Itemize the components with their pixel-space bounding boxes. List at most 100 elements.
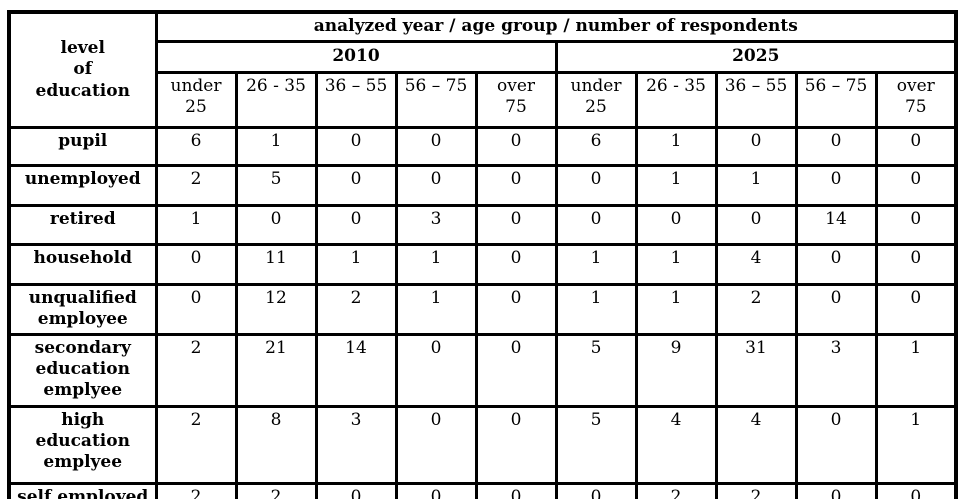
cell-value: 0 xyxy=(314,204,398,246)
age-group-header-2025-over75: over 75 xyxy=(874,71,958,129)
cell-value: 5 xyxy=(234,164,318,207)
table-header-row-age-groups: under 25 26 - 35 36 – 55 56 – 75 over 75… xyxy=(9,71,958,129)
cell-value: 0 xyxy=(474,126,558,167)
age-group-header-2025-under25: under 25 xyxy=(554,71,638,129)
cell-value: 1 xyxy=(394,243,478,286)
table-header-row-main: level of education analyzed year / age g… xyxy=(7,10,958,129)
cell-value: 1 xyxy=(154,204,238,246)
cell-value: 4 xyxy=(714,243,798,286)
cell-value: 3 xyxy=(314,404,398,485)
cell-value: 1 xyxy=(874,404,958,485)
cell-value: 4 xyxy=(634,404,718,485)
age-group-header-2025-36-55: 36 – 55 xyxy=(714,71,798,129)
cell-value: 0 xyxy=(394,164,478,207)
cell-value: 0 xyxy=(874,204,958,246)
cell-value: 0 xyxy=(554,164,638,207)
cell-value: 0 xyxy=(874,164,958,207)
cell-value: 0 xyxy=(314,164,398,207)
cell-value: 1 xyxy=(634,126,718,167)
cell-value: 1 xyxy=(634,283,718,336)
cell-value: 1 xyxy=(874,332,958,408)
cell-value: 11 xyxy=(234,243,318,286)
main-header: analyzed year / age group / number of re… xyxy=(154,10,958,43)
cell-value: 0 xyxy=(794,126,878,167)
cell-value: 0 xyxy=(474,204,558,246)
cell-value: 0 xyxy=(394,404,478,485)
cell-value: 2 xyxy=(154,332,238,408)
cell-value: 0 xyxy=(474,481,558,499)
table-row-self-employed: self employed 2 2 0 0 0 0 2 2 0 0 xyxy=(7,481,958,499)
cell-value: 2 xyxy=(714,283,798,336)
age-group-header-2010-26-35: 26 - 35 xyxy=(234,71,318,129)
education-respondents-table: level of education analyzed year / age g… xyxy=(7,10,959,499)
table-row-unqualified-employee: unqualified employee 0 12 2 1 0 1 1 2 0 … xyxy=(7,283,958,336)
table-header-row-years: 2010 2025 xyxy=(9,40,958,74)
cell-value: 2 xyxy=(634,481,718,499)
year-header-2025: 2025 xyxy=(554,40,958,74)
cell-value: 1 xyxy=(554,283,638,336)
cell-value: 2 xyxy=(154,481,238,499)
age-group-header-2010-56-75: 56 – 75 xyxy=(394,71,478,129)
cell-value: 6 xyxy=(554,126,638,167)
cell-value: 1 xyxy=(314,243,398,286)
age-group-header-2025-26-35: 26 - 35 xyxy=(634,71,718,129)
cell-value: 1 xyxy=(394,283,478,336)
cell-value: 0 xyxy=(154,243,238,286)
cell-value: 2 xyxy=(154,404,238,485)
age-group-header-2010-36-55: 36 – 55 xyxy=(314,71,398,129)
table-row-household: household 0 11 1 1 0 1 1 4 0 0 xyxy=(7,243,958,286)
cell-value: 3 xyxy=(794,332,878,408)
cell-value: 0 xyxy=(794,243,878,286)
cell-value: 0 xyxy=(874,283,958,336)
cell-value: 1 xyxy=(634,243,718,286)
cell-value: 1 xyxy=(554,243,638,286)
cell-value: 0 xyxy=(314,126,398,167)
corner-header-level-of-education: level of education xyxy=(7,10,158,129)
cell-value: 0 xyxy=(794,481,878,499)
cell-value: 1 xyxy=(234,126,318,167)
row-label: secondary education emplyee xyxy=(7,332,158,408)
cell-value: 0 xyxy=(474,404,558,485)
cell-value: 2 xyxy=(154,164,238,207)
cell-value: 0 xyxy=(794,283,878,336)
row-label: unemployed xyxy=(7,164,158,207)
cell-value: 31 xyxy=(714,332,798,408)
cell-value: 1 xyxy=(714,164,798,207)
year-header-2010: 2010 xyxy=(154,40,558,74)
cell-value: 0 xyxy=(634,204,718,246)
cell-value: 14 xyxy=(794,204,878,246)
cell-value: 2 xyxy=(714,481,798,499)
cell-value: 0 xyxy=(794,404,878,485)
table-row-unemployed: unemployed 2 5 0 0 0 0 1 1 0 0 xyxy=(7,164,958,207)
cell-value: 4 xyxy=(714,404,798,485)
table-row-retired: retired 1 0 0 3 0 0 0 0 14 0 xyxy=(7,204,958,246)
age-group-header-2025-56-75: 56 – 75 xyxy=(794,71,878,129)
cell-value: 2 xyxy=(234,481,318,499)
cell-value: 0 xyxy=(874,481,958,499)
cell-value: 0 xyxy=(314,481,398,499)
cell-value: 0 xyxy=(554,481,638,499)
cell-value: 0 xyxy=(874,243,958,286)
cell-value: 0 xyxy=(714,126,798,167)
row-label: retired xyxy=(7,204,158,246)
cell-value: 1 xyxy=(634,164,718,207)
cell-value: 0 xyxy=(554,204,638,246)
cell-value: 9 xyxy=(634,332,718,408)
cell-value: 0 xyxy=(794,164,878,207)
cell-value: 0 xyxy=(154,283,238,336)
cell-value: 5 xyxy=(554,332,638,408)
cell-value: 0 xyxy=(714,204,798,246)
cell-value: 0 xyxy=(234,204,318,246)
table-row-high-education-employee: high education emplyee 2 8 3 0 0 5 4 4 0… xyxy=(7,404,958,485)
cell-value: 0 xyxy=(394,126,478,167)
cell-value: 0 xyxy=(474,243,558,286)
cell-value: 12 xyxy=(234,283,318,336)
cell-value: 5 xyxy=(554,404,638,485)
row-label: household xyxy=(7,243,158,286)
cell-value: 14 xyxy=(314,332,398,408)
cell-value: 21 xyxy=(234,332,318,408)
cell-value: 3 xyxy=(394,204,478,246)
cell-value: 0 xyxy=(474,332,558,408)
table-row-pupil: pupil 6 1 0 0 0 6 1 0 0 0 xyxy=(7,126,958,167)
